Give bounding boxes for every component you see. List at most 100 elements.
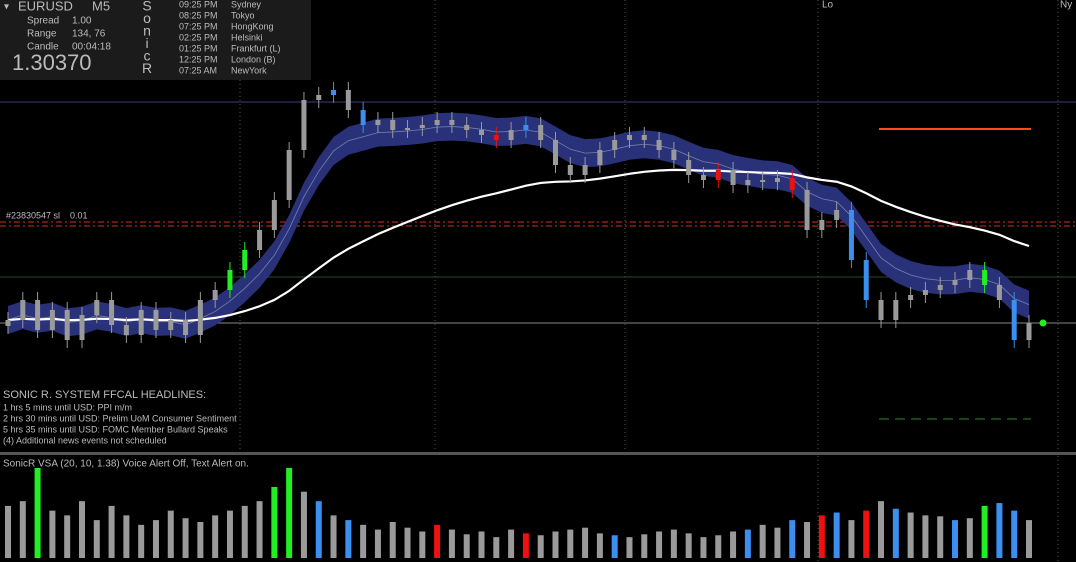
candle	[848, 210, 854, 260]
candle	[730, 170, 736, 185]
session-time: 07:25 AM	[179, 65, 217, 75]
volume-bar	[937, 516, 944, 558]
volume	[5, 468, 1032, 558]
band	[8, 112, 1029, 339]
session-name: Sydney	[231, 0, 262, 9]
candle	[286, 150, 292, 200]
volume-bar	[670, 529, 677, 558]
candle	[64, 310, 70, 340]
volume-bar	[552, 531, 559, 558]
candle	[5, 320, 11, 326]
volume-bar	[138, 524, 145, 558]
volume-bar	[715, 535, 722, 558]
volume-bar	[848, 520, 855, 558]
candle	[656, 140, 662, 150]
value: 1.00	[72, 16, 92, 27]
candle	[996, 285, 1002, 300]
session-time: 09:25 PM	[179, 0, 218, 9]
candle	[863, 260, 869, 300]
headline: (4) Additional news events not scheduled	[3, 435, 167, 445]
volume-bar	[833, 512, 840, 558]
candle	[153, 310, 159, 330]
session-time: 01:25 PM	[179, 43, 218, 53]
candle	[405, 128, 411, 130]
candle	[508, 130, 514, 140]
session-time: 02:25 PM	[179, 32, 218, 42]
arrow: ▾	[4, 2, 9, 13]
volume-bar	[374, 529, 381, 558]
candle	[212, 290, 218, 300]
candle	[671, 150, 677, 160]
candle	[641, 135, 647, 140]
candle	[20, 300, 26, 320]
volume-bar	[744, 529, 751, 558]
brand-letter: c	[144, 48, 151, 64]
candle	[168, 320, 174, 330]
volume-bar	[774, 527, 781, 558]
volume-bar	[182, 518, 189, 558]
candle	[760, 180, 766, 182]
session-time: 07:25 PM	[179, 21, 218, 31]
volume-bar	[878, 501, 885, 558]
candle	[745, 180, 751, 185]
brand-letter: R	[142, 60, 152, 76]
volume-bar	[818, 515, 825, 558]
volume-bar	[863, 510, 870, 558]
volume-bar	[641, 534, 648, 558]
candle	[479, 130, 485, 135]
candle	[493, 135, 499, 140]
volume-bar	[611, 535, 618, 558]
candle	[49, 310, 55, 330]
candle	[375, 120, 381, 125]
candle	[982, 270, 988, 285]
price-dot	[1039, 319, 1047, 327]
candle	[967, 270, 973, 280]
volume-bar	[197, 522, 204, 558]
candle	[123, 325, 129, 335]
volume-bar	[64, 515, 71, 558]
candle	[804, 190, 810, 230]
candle	[819, 220, 825, 230]
candle	[700, 175, 706, 180]
candle	[922, 290, 928, 295]
marker: Lo	[822, 0, 834, 11]
session-name: Frankfurt (L)	[231, 43, 281, 53]
candle	[345, 90, 351, 110]
volume-bar	[582, 527, 589, 558]
volume-bar	[434, 524, 441, 558]
volume-bar	[966, 518, 973, 558]
brand-letter: n	[143, 23, 151, 39]
session-time: 12:25 PM	[179, 54, 218, 64]
sessions: 09:25 PM Sydney 08:25 PM Tokyo 07:25 PM HongK…	[179, 0, 281, 75]
volume-bar	[330, 515, 337, 558]
volume-bar	[5, 505, 11, 558]
grid	[239, 0, 1059, 562]
candle	[197, 300, 203, 335]
slow-ma	[7, 168, 1030, 323]
headline: 1 hrs 5 mins until USD: PPI m/m	[3, 402, 132, 412]
volume-bar	[256, 501, 263, 558]
session-name: HongKong	[231, 21, 274, 31]
candle	[35, 300, 41, 330]
headline: 5 hrs 35 mins until USD: FOMC Member Bul…	[3, 424, 228, 434]
volume-bar	[389, 522, 396, 558]
volume-bar	[804, 522, 811, 558]
session-time: 08:25 PM	[179, 10, 218, 20]
volume-bar	[508, 529, 515, 558]
headline: 2 hrs 30 mins until USD: Prelim UoM Cons…	[3, 413, 237, 423]
session-name: London (B)	[231, 54, 276, 64]
volume-bar	[522, 533, 529, 558]
marker: Ny	[1060, 0, 1072, 11]
candle	[271, 200, 277, 230]
band-mid	[7, 126, 1030, 326]
volume-bar	[759, 524, 766, 558]
candle	[242, 250, 248, 270]
volume-bar	[19, 501, 26, 558]
volume-bar	[656, 531, 663, 558]
volume-bar	[241, 505, 248, 558]
candle	[227, 270, 233, 290]
headlines: 1 hrs 5 mins until USD: PPI m/m2 hrs 30 …	[3, 402, 237, 445]
candle	[597, 150, 603, 165]
candle	[893, 300, 899, 320]
